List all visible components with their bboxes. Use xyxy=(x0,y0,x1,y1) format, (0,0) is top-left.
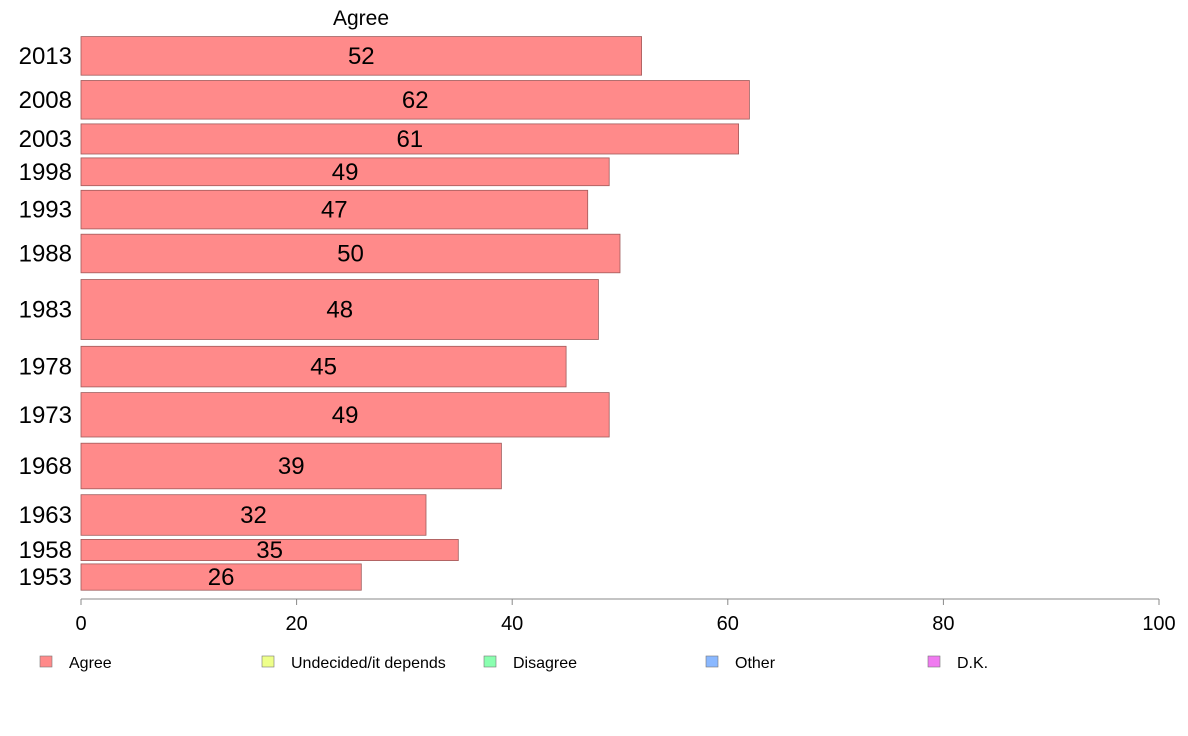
bar-2003 xyxy=(80,123,739,155)
value-label-2008: 62 xyxy=(402,87,429,114)
legend-swatch-2 xyxy=(483,655,497,668)
year-label-1968: 1968 xyxy=(19,453,72,480)
value-label-1953: 26 xyxy=(208,564,235,591)
x-tick-label-60: 60 xyxy=(717,613,739,635)
legend-swatch-4 xyxy=(927,655,941,668)
year-label-2008: 2008 xyxy=(19,87,72,114)
value-label-1988: 50 xyxy=(337,241,364,268)
legend: Agree Undecided/it depends Disagree Other D.… xyxy=(39,655,988,672)
year-labels-group: 2013 2008 2003 1998 1993 1988 1983 1978 1973 1968… xyxy=(19,43,72,591)
year-label-1973: 1973 xyxy=(19,402,72,429)
legend-label-1: Undecided/it depends xyxy=(291,655,446,672)
x-axis: 0 20 40 60 80 100 xyxy=(75,598,1176,635)
legend-swatch-3 xyxy=(705,655,719,668)
bar-1978 xyxy=(80,345,567,388)
bar-1993 xyxy=(80,189,589,230)
value-label-2013: 52 xyxy=(348,43,375,70)
value-label-1998: 49 xyxy=(332,159,359,186)
value-label-2003: 61 xyxy=(396,126,423,153)
legend-swatch-1 xyxy=(261,655,275,668)
bar-1968 xyxy=(80,442,502,490)
value-label-1958: 35 xyxy=(256,537,283,564)
bar-1998 xyxy=(80,157,610,187)
legend-label-0: Agree xyxy=(69,655,112,672)
value-label-1963: 32 xyxy=(240,502,267,529)
legend-label-2: Disagree xyxy=(513,655,577,672)
bar-2008 xyxy=(80,80,750,120)
series-title: Agree xyxy=(333,7,389,30)
x-tick-label-20: 20 xyxy=(285,613,307,635)
bar-2013 xyxy=(80,36,642,76)
legend-label-3: Other xyxy=(735,655,776,672)
legend-swatch-0 xyxy=(39,655,53,668)
bar-1953 xyxy=(80,563,362,591)
value-label-1978: 45 xyxy=(310,354,337,381)
year-label-1983: 1983 xyxy=(19,297,72,324)
year-label-1993: 1993 xyxy=(19,197,72,224)
bars-group xyxy=(80,36,750,591)
value-label-1973: 49 xyxy=(332,402,359,429)
value-label-1993: 47 xyxy=(321,197,348,224)
year-label-2013: 2013 xyxy=(19,43,72,70)
bar-1958 xyxy=(80,539,459,562)
bar-1973 xyxy=(80,392,610,438)
year-label-1988: 1988 xyxy=(19,241,72,268)
year-label-2003: 2003 xyxy=(19,126,72,153)
value-labels-group: 52 62 61 49 47 50 48 45 49 39 32 35 26 xyxy=(208,43,429,591)
bar-1963 xyxy=(80,494,427,536)
bar-1988 xyxy=(80,233,621,274)
value-label-1968: 39 xyxy=(278,453,305,480)
year-label-1963: 1963 xyxy=(19,502,72,529)
x-tick-label-0: 0 xyxy=(75,613,86,635)
x-tick-label-40: 40 xyxy=(501,613,523,635)
year-label-1978: 1978 xyxy=(19,354,72,381)
x-tick-label-100: 100 xyxy=(1142,613,1175,635)
year-label-1958: 1958 xyxy=(19,537,72,564)
year-label-1953: 1953 xyxy=(19,564,72,591)
x-tick-label-80: 80 xyxy=(932,613,954,635)
year-label-1998: 1998 xyxy=(19,159,72,186)
value-label-1983: 48 xyxy=(326,297,353,324)
legend-label-4: D.K. xyxy=(957,655,988,672)
bar-1983 xyxy=(80,279,599,340)
